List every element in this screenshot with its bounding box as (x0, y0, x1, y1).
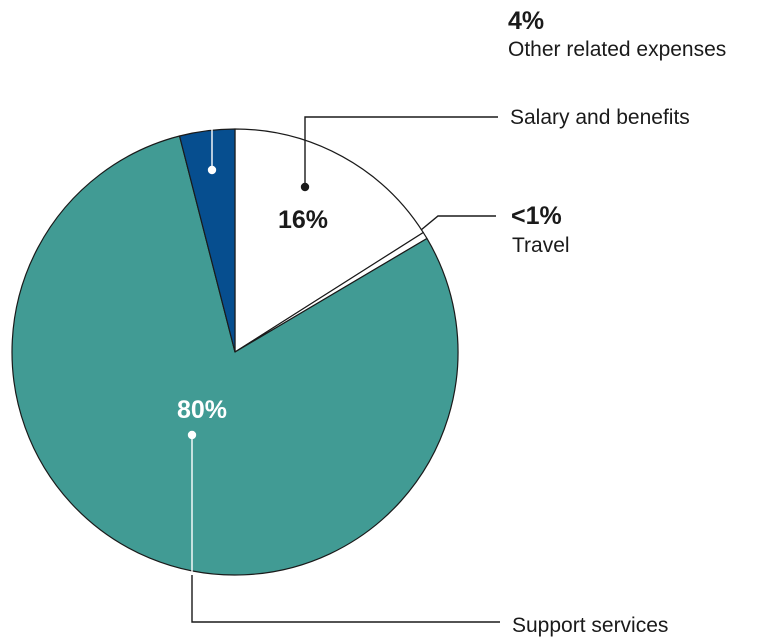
category-label-salary-and-benefits: Salary and benefits (510, 106, 690, 129)
leader-dot-other-related-expenses (207, 165, 217, 175)
value-label-salary-and-benefits: 16% (278, 206, 328, 234)
leader-dot-support-services (187, 430, 197, 440)
leader-line-salary-and-benefits (304, 116, 498, 187)
category-label-travel: Travel (512, 234, 570, 257)
pie-slice-support-services (11, 135, 459, 576)
leader-line-travel (420, 215, 496, 231)
leader-dot-salary-and-benefits (300, 182, 310, 192)
leader-line-other-related-expenses (211, 19, 482, 170)
leader-line-support-services-outside (191, 575, 500, 623)
category-label-support-services: Support services (512, 614, 668, 637)
value-label-travel: <1% (511, 202, 562, 230)
pie-slice-salary-and-benefits (234, 128, 424, 353)
pie-slice-other-related-expenses (178, 128, 236, 353)
value-label-other-related-expenses: 4% (508, 7, 544, 35)
pie-slices (11, 128, 459, 576)
category-label-other-related-expenses: Other related expenses (508, 38, 726, 61)
value-label-support-services: 80% (177, 396, 227, 424)
